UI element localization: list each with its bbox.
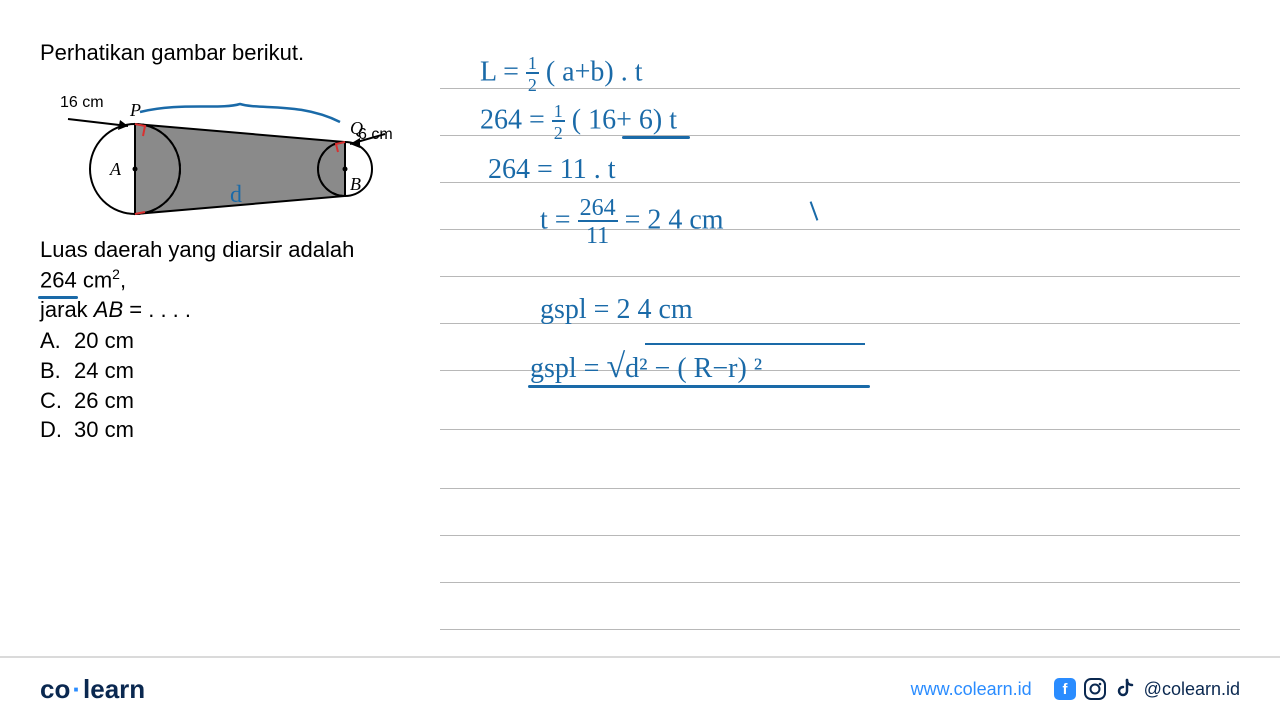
frac-half-2: 12 xyxy=(552,102,565,142)
logo-dot-icon: · xyxy=(72,674,81,704)
logo-learn: learn xyxy=(83,674,145,704)
l1a: L = xyxy=(480,56,526,87)
option-a: A.20 cm xyxy=(40,326,420,356)
facebook-icon[interactable]: f xyxy=(1054,678,1076,700)
work-line-5: gspl = 2 4 cm xyxy=(540,294,693,326)
geometry-diagram: P Q A B 16 cm 6 cm d xyxy=(60,74,400,219)
option-letter: D. xyxy=(40,415,74,445)
question-column: Perhatikan gambar berikut. xyxy=(40,40,440,640)
l2b: ( 16+ 6) t xyxy=(572,104,677,135)
site-link[interactable]: www.colearn.id xyxy=(911,679,1032,700)
option-b: B.24 cm xyxy=(40,356,420,386)
underline-16-6 xyxy=(622,136,690,139)
area-sup: 2 xyxy=(112,266,120,282)
sqrt-vinculum xyxy=(645,343,865,345)
footer-right: www.colearn.id f @colearn.id xyxy=(911,678,1240,700)
dim-6cm: 6 cm xyxy=(358,126,393,144)
social-handle: @colearn.id xyxy=(1144,679,1240,700)
area-text-1: Luas daerah yang diarsir adalah xyxy=(40,237,354,262)
logo: co·learn xyxy=(40,674,145,705)
option-d: D.30 cm xyxy=(40,415,420,445)
question-title: Perhatikan gambar berikut. xyxy=(40,40,420,66)
strike-cm xyxy=(810,201,819,220)
l2a: 264 = xyxy=(480,104,552,135)
option-letter: C. xyxy=(40,386,74,416)
option-c: C.26 cm xyxy=(40,386,420,416)
frac-264-11: 26411 xyxy=(578,196,618,248)
work-line-4: t = 26411 = 2 4 cm xyxy=(540,196,724,248)
dim-16cm: 16 cm xyxy=(60,94,104,112)
jarak-eq: = . . . . xyxy=(123,297,191,322)
frac-half-1: 12 xyxy=(526,54,539,94)
option-text: 26 cm xyxy=(74,386,134,416)
logo-co: co xyxy=(40,674,70,704)
work-area: L = 12 ( a+b) . t 264 = 12 ( 16+ 6) t 26… xyxy=(440,40,1240,640)
option-text: 24 cm xyxy=(74,356,134,386)
l1b: ( a+b) . t xyxy=(546,56,643,87)
l4a: t = xyxy=(540,204,578,235)
option-letter: B. xyxy=(40,356,74,386)
sqrt-sign: √ xyxy=(606,348,625,385)
area-value: 264 cm xyxy=(40,267,112,292)
options-list: A.20 cm B.24 cm C.26 cm D.30 cm xyxy=(40,326,420,445)
tiktok-icon[interactable] xyxy=(1114,678,1136,700)
jarak-text: jarak xyxy=(40,297,94,322)
jarak-var: AB xyxy=(94,297,123,322)
label-A: A xyxy=(110,159,121,180)
underline-gspl xyxy=(528,385,870,388)
option-text: 20 cm xyxy=(74,326,134,356)
label-P: P xyxy=(130,100,141,121)
social-group: f @colearn.id xyxy=(1054,678,1240,700)
l6a: gspl = xyxy=(530,353,606,384)
question-text: Luas daerah yang diarsir adalah 264 cm2,… xyxy=(40,235,420,324)
l4b: = 2 4 cm xyxy=(625,204,724,235)
option-text: 30 cm xyxy=(74,415,134,445)
work-line-3: 264 = 11 . t xyxy=(488,154,616,186)
work-line-6: gspl = √d² − ( R−r) ² xyxy=(530,348,762,386)
area-text-2: , xyxy=(120,267,126,292)
option-letter: A. xyxy=(40,326,74,356)
footer: co·learn www.colearn.id f @colearn.id xyxy=(0,656,1280,720)
work-line-1: L = 12 ( a+b) . t xyxy=(480,54,643,94)
instagram-icon[interactable] xyxy=(1084,678,1106,700)
annotation-d: d xyxy=(230,182,242,209)
underline-264 xyxy=(38,296,78,299)
l6b: d² − ( R−r) ² xyxy=(625,353,762,384)
label-B: B xyxy=(350,174,361,195)
